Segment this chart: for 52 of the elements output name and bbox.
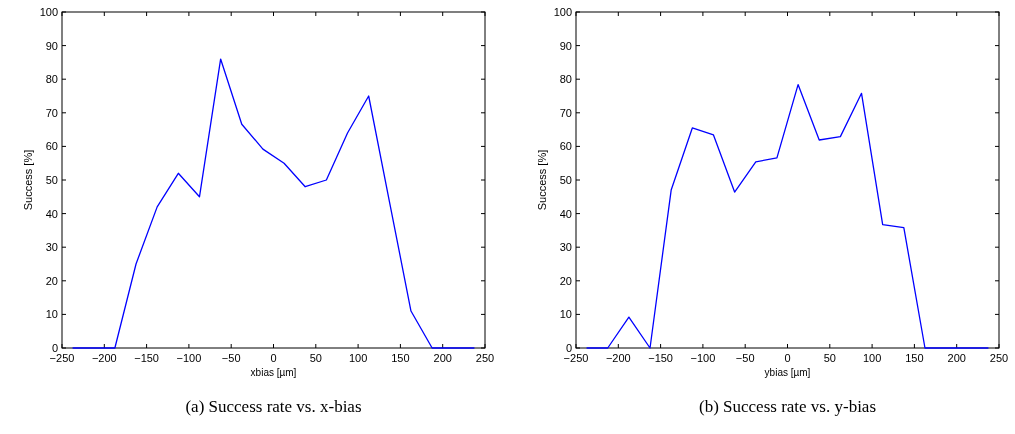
y-tick-label: 10: [45, 308, 58, 321]
y-tick-label: 0: [565, 342, 572, 354]
text: (a) Success rate vs. x-bias: [185, 397, 362, 416]
x-tick-label: 50: [309, 352, 322, 364]
x-tick-label: 0: [784, 352, 791, 364]
y-tick-label: 50: [559, 174, 572, 186]
y-tick-label: 70: [559, 106, 572, 119]
x-tick-label: −100: [690, 352, 716, 364]
x-tick-label: 250: [475, 352, 495, 364]
x-axis-title: ybias [µm]: [764, 367, 811, 378]
y-tick-label: 0: [51, 342, 58, 354]
y-tick-label: 40: [559, 207, 572, 220]
x-tick-label: 0: [270, 352, 277, 364]
y-tick-label: 100: [553, 6, 572, 18]
x-tick-label: 150: [391, 352, 410, 364]
line-series: [71, 58, 476, 349]
y-tick-label: 100: [39, 6, 58, 18]
x-tick-label: −150: [134, 352, 159, 364]
y-tick-label: 10: [559, 308, 572, 321]
x-tick-label: 150: [905, 352, 924, 364]
x-tick-label: 200: [433, 352, 452, 364]
x-tick-label: −200: [605, 352, 631, 364]
y-tick-label: 70: [45, 106, 58, 119]
y-tick-label: 50: [45, 174, 58, 186]
y-tick-label: 60: [559, 140, 572, 153]
y-tick-label: 20: [45, 274, 58, 287]
y-tick-label: 80: [45, 73, 58, 86]
x-axis-title: xbias [µm]: [250, 367, 297, 378]
x-tick-label: 100: [348, 352, 368, 364]
x-tick-label: 250: [989, 352, 1009, 364]
y-tick-label: 90: [559, 39, 572, 52]
y-tick-label: 30: [559, 241, 572, 254]
y-tick-label: 20: [559, 274, 572, 287]
x-tick-label: −50: [221, 352, 241, 364]
x-tick-label: −100: [176, 352, 202, 364]
y-axis-title: Success [%]: [536, 149, 548, 211]
x-tick-label: −250: [49, 352, 75, 364]
x-tick-label: −150: [648, 352, 673, 364]
y-tick-label: 30: [45, 241, 58, 254]
x-tick-label: 50: [823, 352, 836, 364]
text: (b) Success rate vs. y-bias: [698, 397, 877, 416]
x-tick-label: 200: [947, 352, 966, 364]
line-series: [585, 83, 990, 349]
y-tick-label: 80: [559, 73, 572, 86]
y-tick-label: 40: [45, 207, 58, 220]
x-tick-label: −200: [91, 352, 117, 364]
y-tick-label: 60: [45, 140, 58, 153]
y-tick-label: 90: [45, 39, 58, 52]
x-tick-label: −250: [563, 352, 589, 364]
x-tick-label: 100: [862, 352, 882, 364]
x-tick-label: −50: [735, 352, 755, 364]
y-axis-title: Success [%]: [22, 149, 34, 211]
